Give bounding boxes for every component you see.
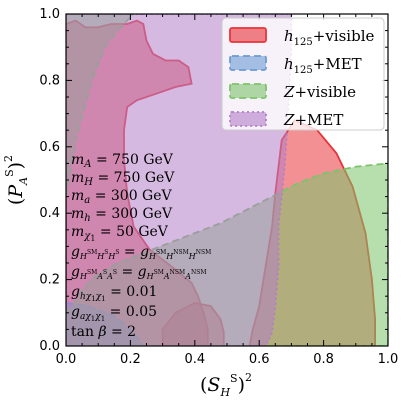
parameter-annotations: mA = 750 GeV mH = 750 GeV ma = 300 GeV m… <box>71 152 211 340</box>
annotation-ma: ma = 300 GeV <box>71 188 173 206</box>
legend-swatch <box>229 111 267 127</box>
y-tick-label: 0.2 <box>39 273 60 288</box>
annotation-ghchi: ghχ1χ1 = 0.01 <box>71 284 157 303</box>
legend-label: h125+MET <box>284 55 362 76</box>
x-tick-label: 0.4 <box>184 352 205 367</box>
annotation-coupling-h: gHSMHSHS = gHSMHNSMHNSM <box>71 244 211 261</box>
y-tick-label: 0.0 <box>39 339 60 354</box>
y-tick-label: 1.0 <box>39 7 60 22</box>
y-axis-title: (PAS)2 <box>2 155 30 205</box>
legend-label: h125+visible <box>284 27 375 48</box>
annotation-mh: mh = 300 GeV <box>71 206 173 224</box>
annotation-mH: mH = 750 GeV <box>71 170 175 188</box>
annotation-mA: mA = 750 GeV <box>71 152 174 170</box>
annotation-coupling-a: gHSMASAS = gHSMANSMANSM <box>71 264 206 281</box>
y-tick-label: 0.8 <box>39 73 60 88</box>
annotation-gachi: gaχ1χ1 = 0.05 <box>71 304 157 323</box>
annotation-mchi: mχ1 = 50 GeV <box>71 224 169 243</box>
legend: h125+visible h125+MET Z+visible Z+MET <box>221 17 385 131</box>
x-tick-label: 1.0 <box>378 352 399 367</box>
legend-label: Z+MET <box>283 111 343 129</box>
legend-swatch <box>229 27 267 43</box>
y-tick-label: 0.6 <box>39 140 60 155</box>
x-tick-label: 0.2 <box>120 352 141 367</box>
annotation-tanbeta: tan β = 2 <box>71 324 136 340</box>
y-tick-label: 0.4 <box>39 206 60 221</box>
legend-swatch <box>229 55 267 71</box>
axis-ticks <box>65 13 389 347</box>
tick-labels: 0.0 0.2 0.4 0.6 0.8 1.0 0.0 0.2 0.4 0.6 0.8 1.0 <box>39 7 398 367</box>
x-tick-label: 0.0 <box>56 352 77 367</box>
legend-label: Z+visible <box>283 83 356 101</box>
legend-swatch <box>229 83 267 99</box>
x-tick-label: 0.6 <box>249 352 270 367</box>
x-tick-label: 0.8 <box>313 352 334 367</box>
x-axis-title: (SHS)2 <box>200 371 252 399</box>
